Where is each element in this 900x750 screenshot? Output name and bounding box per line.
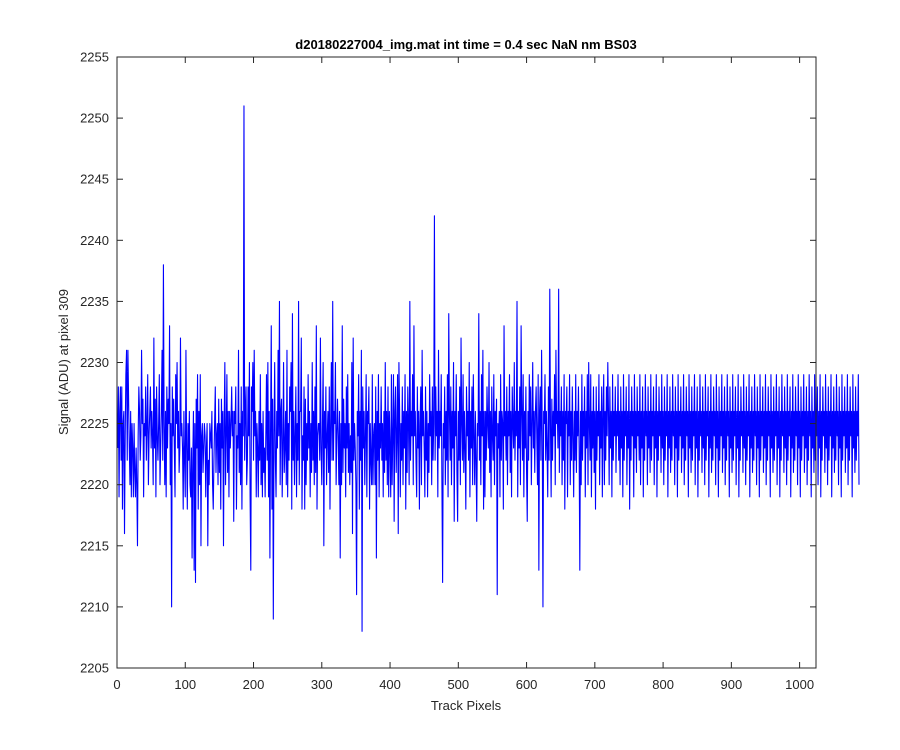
x-tick-label: 600 <box>516 677 538 692</box>
x-axis-label: Track Pixels <box>431 698 502 713</box>
x-tick-label: 100 <box>174 677 196 692</box>
series-line-0 <box>117 105 860 632</box>
x-tick-label: 1000 <box>785 677 814 692</box>
x-tick-label: 800 <box>652 677 674 692</box>
series-layer <box>117 105 860 632</box>
y-tick-label: 2250 <box>80 111 109 126</box>
y-tick-label: 2220 <box>80 477 109 492</box>
x-tick-label: 900 <box>721 677 743 692</box>
plot-area <box>117 57 816 668</box>
y-tick-label: 2230 <box>80 355 109 370</box>
y-tick-label: 2215 <box>80 538 109 553</box>
x-tick-label: 300 <box>311 677 333 692</box>
x-tick-label: 400 <box>379 677 401 692</box>
chart-title: d20180227004_img.mat int time = 0.4 sec … <box>295 37 636 52</box>
x-axis-ticks: 0 100 200 300 400 500 600 700 800 900 1000 <box>113 57 814 692</box>
y-axis-label: Signal (ADU) at pixel 309 <box>56 289 71 435</box>
y-tick-label: 2210 <box>80 599 109 614</box>
y-tick-label: 2255 <box>80 50 109 65</box>
y-tick-label: 2205 <box>80 661 109 676</box>
x-tick-label: 200 <box>243 677 265 692</box>
y-tick-label: 2225 <box>80 416 109 431</box>
x-tick-label: 500 <box>447 677 469 692</box>
x-tick-label: 0 <box>113 677 120 692</box>
y-axis-ticks: 2205 2210 2215 2220 2225 2230 2235 2240 2245 2250… <box>80 50 816 676</box>
y-tick-label: 2245 <box>80 172 109 187</box>
y-tick-label: 2240 <box>80 233 109 248</box>
x-tick-label: 700 <box>584 677 606 692</box>
y-tick-label: 2235 <box>80 294 109 309</box>
